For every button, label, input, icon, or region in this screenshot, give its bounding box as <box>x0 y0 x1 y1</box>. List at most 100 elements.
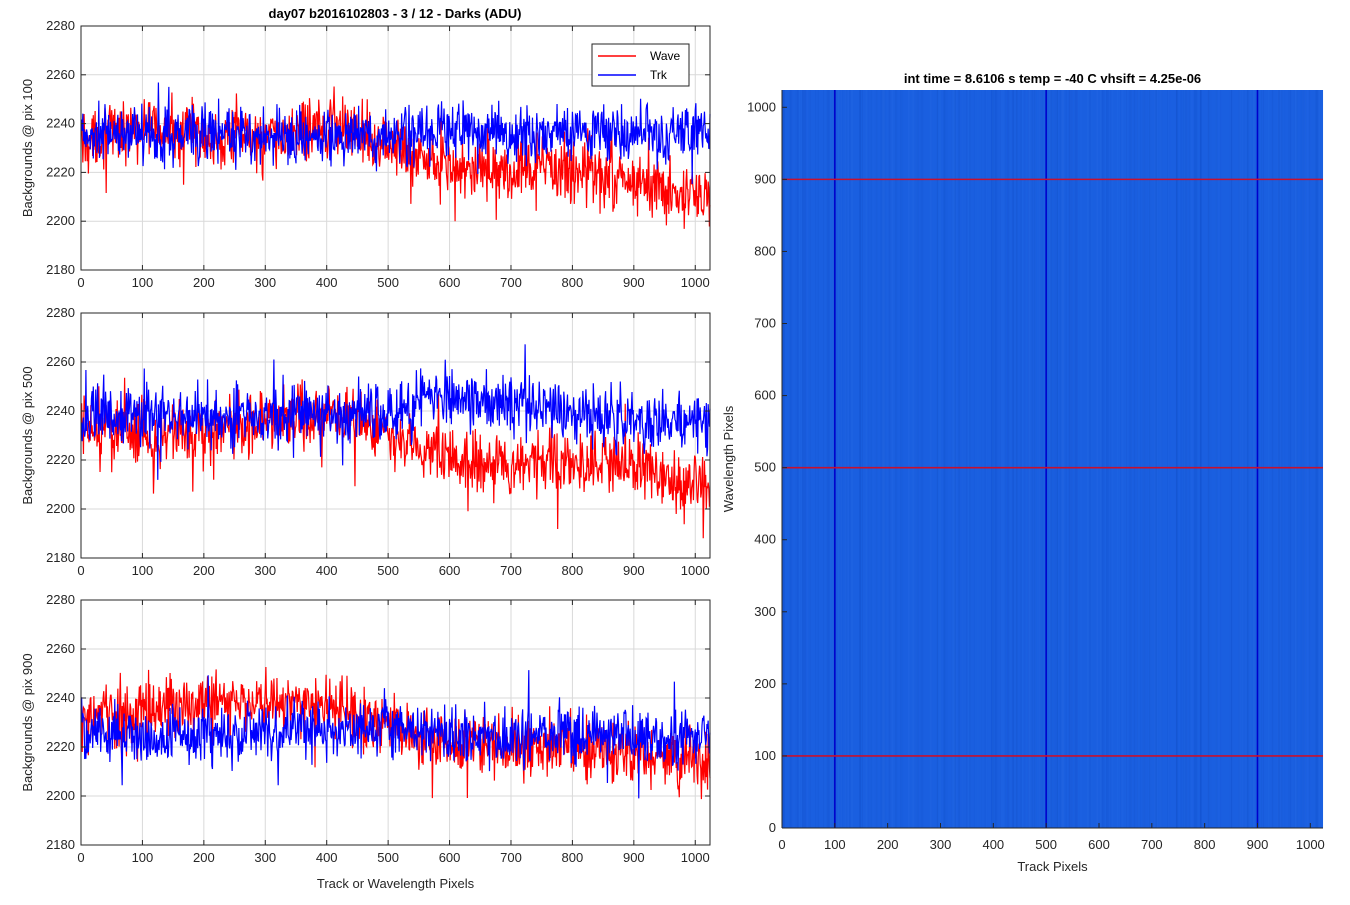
y-tick-label: 2280 <box>46 592 75 607</box>
y-tick-label: 2260 <box>46 641 75 656</box>
heatmap-texture <box>973 90 975 828</box>
y-tick-label: 2200 <box>46 501 75 516</box>
x-tick-label: 1000 <box>681 850 710 865</box>
heatmap-texture <box>951 90 953 828</box>
heatmap-texture <box>922 90 924 828</box>
heatmap-texture <box>1133 90 1136 828</box>
heatmap-texture <box>1284 90 1286 828</box>
heatmap-texture <box>1293 90 1295 828</box>
x-tick-label: 200 <box>193 850 215 865</box>
heatmap-texture <box>1168 90 1170 828</box>
heatmap-texture <box>797 90 798 828</box>
heatmap-texture <box>1215 90 1218 828</box>
heatmap-texture <box>889 90 890 828</box>
heatmap-texture <box>1261 90 1262 828</box>
heatmap-texture <box>803 90 806 828</box>
heatmap-texture <box>1034 90 1037 828</box>
y-tick-label: 2240 <box>46 116 75 131</box>
heatmap-texture <box>990 90 992 828</box>
heatmap-texture <box>1188 90 1190 828</box>
plot-frame <box>80 312 711 559</box>
heatmap-texture <box>1229 90 1231 828</box>
heatmap-texture <box>999 90 1001 828</box>
heatmap-texture <box>1065 90 1067 828</box>
heatmap-texture <box>824 90 826 828</box>
x-tick-label: 0 <box>778 837 785 852</box>
heatmap-texture <box>1089 90 1091 828</box>
y-tick-label: 900 <box>754 171 776 186</box>
heatmap-texture <box>908 90 910 828</box>
heatmap-texture <box>1184 90 1186 828</box>
heatmap-texture <box>1012 90 1014 828</box>
heatmap-texture <box>1007 90 1009 828</box>
heatmap-texture <box>936 90 939 828</box>
heatmap-texture <box>1008 90 1011 828</box>
heatmap-texture <box>815 90 817 828</box>
heatmap-texture <box>1302 90 1304 828</box>
plot-frame <box>80 599 711 846</box>
y-tick-label: 800 <box>754 243 776 258</box>
heatmap-texture <box>908 90 909 828</box>
y-tick-label: 2220 <box>46 452 75 467</box>
heatmap-texture <box>1071 90 1072 828</box>
heatmap-texture <box>1209 90 1211 828</box>
legend-label-wave: Wave <box>650 49 681 63</box>
heatmap-texture <box>915 90 917 828</box>
heatmap-texture <box>1160 90 1163 828</box>
heatmap-texture <box>1218 90 1220 828</box>
series-line-trk <box>81 344 711 480</box>
heatmap-texture <box>851 90 853 828</box>
heatmap-texture <box>1243 90 1245 828</box>
x-tick-label: 400 <box>316 850 338 865</box>
heatmap-texture <box>1000 90 1003 828</box>
heatmap-texture <box>900 90 902 828</box>
heatmap-texture <box>1143 90 1144 828</box>
y-tick-label: 2240 <box>46 403 75 418</box>
heatmap-image <box>782 90 1323 828</box>
heatmap-texture <box>1167 90 1168 828</box>
y-tick-label: 2200 <box>46 213 75 228</box>
heatmap-texture <box>1293 90 1295 828</box>
heatmap-title: int time = 8.6106 s temp = -40 C vhsift … <box>904 71 1201 86</box>
heatmap-texture <box>1149 90 1151 828</box>
heatmap-texture <box>1193 90 1195 828</box>
heatmap-texture <box>1191 90 1193 828</box>
x-tick-label: 200 <box>193 563 215 578</box>
heatmap-texture <box>1056 90 1058 828</box>
heatmap-texture <box>990 90 992 828</box>
heatmap-texture <box>1091 90 1093 828</box>
heatmap-texture <box>1028 90 1031 828</box>
heatmap-texture <box>1176 90 1178 828</box>
heatmap-texture <box>1070 90 1071 828</box>
heatmap-texture <box>832 90 834 828</box>
y-tick-label: 2220 <box>46 739 75 754</box>
heatmap-texture <box>1061 90 1063 828</box>
heatmap-texture <box>997 90 999 828</box>
heatmap-texture <box>859 90 861 828</box>
heatmap-texture <box>892 90 894 828</box>
heatmap-texture <box>1268 90 1270 828</box>
heatmap-texture <box>1023 90 1026 828</box>
heatmap-texture <box>1207 90 1209 828</box>
heatmap-texture <box>1271 90 1273 828</box>
heatmap-texture <box>1183 90 1186 828</box>
heatmap-texture <box>1129 90 1131 828</box>
heatmap-texture <box>859 90 861 828</box>
heatmap-texture <box>1200 90 1202 828</box>
heatmap-texture <box>831 90 833 828</box>
heatmap-texture <box>1155 90 1157 828</box>
heatmap-texture <box>1304 90 1307 828</box>
heatmap-texture <box>991 90 993 828</box>
heatmap-texture <box>1062 90 1064 828</box>
heatmap-texture <box>838 90 839 828</box>
heatmap-texture <box>1231 90 1233 828</box>
heatmap-texture <box>990 90 993 828</box>
heatmap-texture <box>1227 90 1228 828</box>
heatmap-texture <box>845 90 847 828</box>
x-axis-label: Track or Wavelength Pixels <box>317 876 475 891</box>
heatmap-texture <box>1210 90 1212 828</box>
heatmap-texture <box>882 90 884 828</box>
heatmap-texture <box>1087 90 1089 828</box>
series-line-trk <box>81 670 711 799</box>
heatmap-texture <box>1250 90 1252 828</box>
